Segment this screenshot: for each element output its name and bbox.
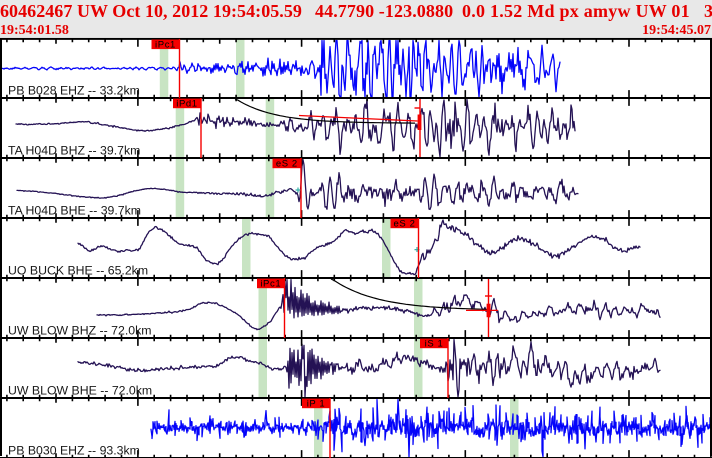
svg-text:UW BLOW BHE -- 72.0km: UW BLOW BHE -- 72.0km bbox=[8, 384, 152, 398]
svg-text:TA H04D BHZ -- 39.7km: TA H04D BHZ -- 39.7km bbox=[8, 144, 140, 158]
svg-text:eS 2: eS 2 bbox=[394, 219, 416, 230]
svg-text:iPc1: iPc1 bbox=[260, 279, 281, 290]
svg-text:iS 1: iS 1 bbox=[425, 339, 444, 350]
svg-text:UO BUCK BHE -- 65.2km: UO BUCK BHE -- 65.2km bbox=[8, 264, 148, 278]
svg-text:iP 1: iP 1 bbox=[307, 399, 326, 410]
svg-text:PB B028 EHZ -- 33.2km: PB B028 EHZ -- 33.2km bbox=[8, 84, 140, 98]
svg-text:eS 2: eS 2 bbox=[276, 159, 298, 170]
svg-text:TA H04D BHE -- 39.7km: TA H04D BHE -- 39.7km bbox=[8, 204, 141, 218]
svg-text:iPc1: iPc1 bbox=[155, 40, 176, 51]
svg-text:PB B030 EHZ -- 93.3km: PB B030 EHZ -- 93.3km bbox=[8, 444, 140, 458]
svg-text:iPd1: iPd1 bbox=[176, 99, 197, 110]
svg-text:UW BLOW BHZ -- 72.0km: UW BLOW BHZ -- 72.0km bbox=[8, 324, 151, 338]
